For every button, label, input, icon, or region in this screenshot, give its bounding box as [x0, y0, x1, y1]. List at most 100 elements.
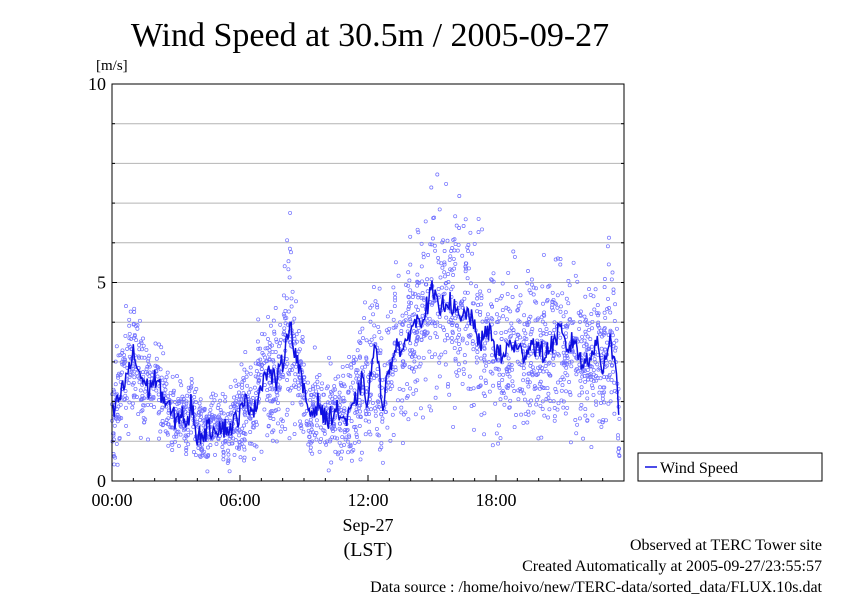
scatter-point [585, 374, 590, 378]
scatter-point [496, 441, 501, 446]
scatter-point [287, 436, 292, 441]
scatter-point [257, 377, 261, 382]
scatter-point [299, 402, 304, 407]
scatter-point [584, 347, 589, 352]
scatter-point [466, 249, 471, 254]
scatter-point [588, 292, 593, 297]
scatter-point [419, 241, 424, 246]
scatter-point [507, 405, 512, 410]
scatter-point [392, 304, 397, 309]
scatter-point [574, 431, 579, 436]
scatter-point [453, 356, 458, 361]
scatter-point [502, 402, 507, 407]
scatter-point [143, 417, 148, 422]
scatter-point [476, 303, 480, 308]
scatter-point [541, 312, 546, 317]
scatter-point [242, 411, 247, 416]
scatter-point [493, 330, 498, 335]
scatter-point [285, 407, 290, 412]
scatter-point [578, 309, 583, 314]
scatter-point [276, 421, 280, 426]
scatter-point [443, 362, 448, 367]
scatter-point [552, 418, 557, 423]
scatter-point [546, 391, 551, 396]
scatter-point [612, 388, 617, 393]
scatter-point [267, 357, 272, 362]
footer-source: Data source : /home/hoivo/new/TERC-data/… [370, 579, 822, 595]
scatter-point [441, 238, 446, 243]
scatter-point [406, 323, 411, 328]
scatter-point [514, 413, 518, 417]
scatter-point [123, 333, 128, 338]
scatter-point [530, 327, 535, 331]
scatter-point [470, 341, 475, 346]
scatter-point [522, 313, 527, 318]
scatter-point [198, 397, 203, 402]
scatter-point [278, 341, 283, 346]
scatter-point [231, 436, 236, 441]
scatter-point [399, 405, 404, 410]
scatter-point [286, 267, 291, 272]
scatter-point [239, 442, 244, 446]
scatter-point [283, 321, 288, 326]
scatter-point [480, 227, 484, 232]
x-tick-label: 06:00 [219, 490, 260, 510]
scatter-point [326, 400, 330, 405]
scatter-point [354, 435, 359, 439]
scatter-point [349, 449, 354, 454]
scatter-point [400, 441, 405, 446]
scatter-point [453, 261, 458, 266]
scatter-point [414, 338, 419, 343]
scatter-point [451, 256, 456, 261]
scatter-point [452, 248, 457, 253]
scatter-point [537, 386, 542, 391]
scatter-point [560, 291, 565, 296]
scatter-point [380, 416, 385, 421]
scatter-point [527, 380, 532, 385]
scatter-point [240, 379, 245, 384]
scatter-point [476, 216, 481, 221]
scatter-point [372, 376, 377, 380]
scatter-point [498, 296, 503, 301]
scatter-point [501, 314, 506, 319]
scatter-point [410, 295, 415, 299]
scatter-point [521, 378, 526, 383]
scatter-point [390, 384, 395, 389]
scatter-point [494, 431, 499, 436]
scatter-point [137, 343, 142, 348]
scatter-point [559, 398, 564, 403]
scatter-point [550, 300, 555, 305]
scatter-point [140, 393, 145, 398]
scatter-point [450, 340, 455, 345]
scatter-point [561, 314, 566, 319]
scatter-point [541, 301, 545, 306]
scatter-point [118, 402, 123, 407]
scatter-point [489, 277, 494, 282]
scatter-point [354, 407, 359, 412]
scatter-point [238, 455, 243, 460]
scatter-point [528, 290, 533, 295]
scatter-point [466, 386, 471, 391]
scatter-point [425, 322, 430, 327]
scatter-point [238, 429, 243, 434]
scatter-point [284, 296, 289, 301]
scatter-point [339, 382, 344, 387]
scatter-point [545, 386, 550, 391]
scatter-point [521, 372, 526, 377]
x-axis-label: (LST) [344, 539, 393, 561]
scatter-point [415, 272, 420, 277]
scatter-point [151, 386, 156, 391]
scatter-point [314, 437, 319, 442]
scatter-point [310, 405, 315, 410]
scatter-point [355, 348, 360, 353]
scatter-point [170, 448, 175, 452]
scatter-point [468, 230, 473, 235]
scatter-point [318, 425, 323, 430]
scatter-point [293, 364, 298, 369]
scatter-point [493, 401, 498, 406]
scatter-point [357, 403, 362, 408]
scatter-point [556, 401, 561, 406]
scatter-point [547, 283, 552, 288]
scatter-point [408, 288, 413, 293]
scatter-point [427, 404, 432, 409]
